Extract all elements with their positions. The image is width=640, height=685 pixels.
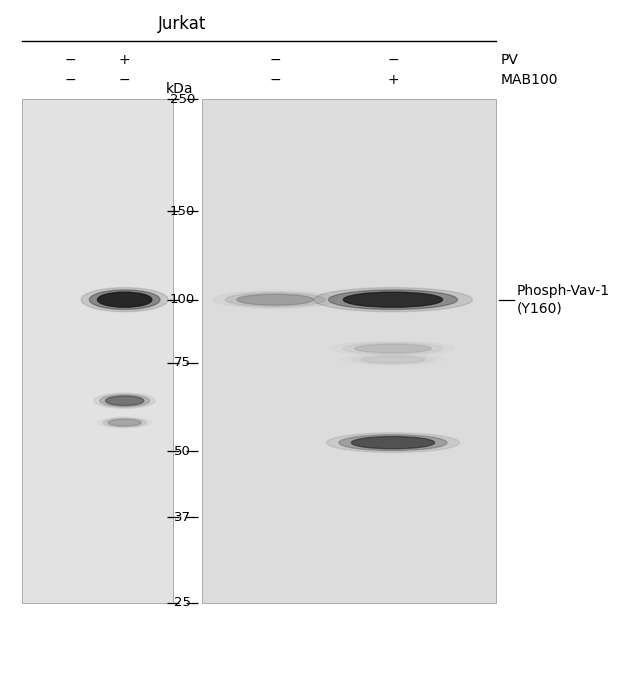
Ellipse shape	[81, 288, 168, 312]
Ellipse shape	[214, 291, 337, 308]
Ellipse shape	[237, 294, 314, 305]
Text: 250: 250	[170, 93, 195, 105]
Text: 50: 50	[174, 445, 191, 458]
Ellipse shape	[351, 356, 435, 364]
Text: 150: 150	[170, 205, 195, 218]
Text: Jurkat: Jurkat	[158, 15, 207, 33]
Text: +: +	[387, 73, 399, 87]
Text: MAB100: MAB100	[501, 73, 559, 87]
Ellipse shape	[328, 290, 458, 310]
Text: −: −	[65, 53, 76, 67]
Text: +: +	[119, 53, 131, 67]
Ellipse shape	[326, 433, 460, 453]
Ellipse shape	[108, 419, 141, 426]
Ellipse shape	[100, 395, 150, 407]
Text: kDa: kDa	[166, 82, 193, 96]
Text: −: −	[269, 53, 281, 67]
Ellipse shape	[344, 292, 443, 307]
Text: Phosph-Vav-1
(Y160): Phosph-Vav-1 (Y160)	[517, 284, 611, 315]
Ellipse shape	[94, 393, 156, 408]
Ellipse shape	[355, 344, 431, 353]
Text: −: −	[269, 73, 281, 87]
Ellipse shape	[343, 342, 443, 354]
Text: 100: 100	[170, 293, 195, 306]
Text: 25: 25	[174, 597, 191, 609]
Ellipse shape	[314, 288, 472, 312]
Ellipse shape	[339, 435, 447, 451]
Ellipse shape	[97, 292, 152, 307]
Text: −: −	[65, 73, 76, 87]
Ellipse shape	[106, 396, 144, 406]
Ellipse shape	[90, 290, 160, 310]
Bar	[22, 99, 173, 603]
Text: −: −	[119, 73, 131, 87]
Bar	[202, 99, 496, 603]
Ellipse shape	[103, 418, 147, 427]
Ellipse shape	[351, 436, 435, 449]
Text: 37: 37	[174, 510, 191, 523]
Ellipse shape	[225, 292, 325, 307]
Ellipse shape	[361, 356, 425, 363]
Text: PV: PV	[501, 53, 519, 67]
Text: −: −	[387, 53, 399, 67]
Text: 75: 75	[174, 356, 191, 369]
